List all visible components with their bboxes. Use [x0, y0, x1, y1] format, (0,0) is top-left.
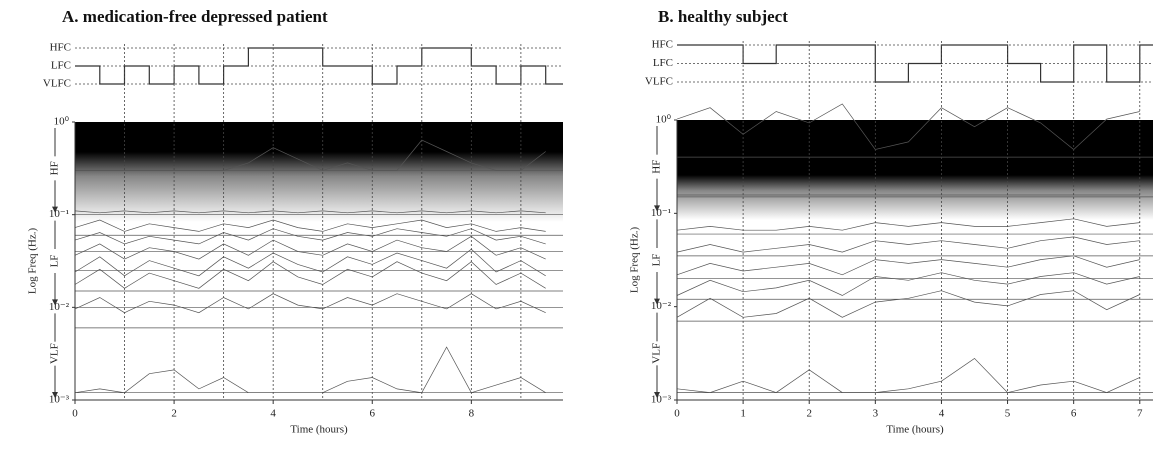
band-arrowhead: [654, 205, 660, 212]
spectral-trace: [676, 103, 1140, 150]
spectral-trace: [676, 290, 1140, 318]
x-tick-label: 0: [674, 408, 680, 420]
hf-fade-region: [677, 175, 1153, 220]
state-tick-label: VLFC: [645, 76, 673, 88]
x-tick-label: 4: [270, 408, 276, 420]
panel-title: B. healthy subject: [658, 7, 788, 26]
y-tick-label: 10⁻¹: [651, 207, 671, 219]
spectral-trace: [74, 248, 546, 277]
band-label: LF: [49, 255, 61, 268]
x-tick-label: 2: [806, 408, 812, 420]
spectral-trace: [74, 261, 546, 289]
spectral-trace: [676, 357, 1140, 393]
spectral-trace: [676, 272, 1140, 296]
band-label: HF: [49, 161, 61, 175]
state-tick-label: HFC: [652, 39, 673, 51]
x-tick-label: 1: [740, 408, 746, 420]
band-label: HF: [651, 160, 663, 174]
state-tick-label: LFC: [51, 60, 71, 72]
spectral-trace: [74, 219, 546, 232]
x-tick-label: 6: [370, 408, 376, 420]
y-tick-label: 10⁰: [656, 114, 672, 126]
x-tick-label: 5: [1005, 408, 1011, 420]
x-tick-label: 2: [171, 408, 177, 420]
band-label: LF: [651, 254, 663, 267]
hf-fade-region: [75, 152, 563, 222]
band-label: VLF: [49, 343, 61, 364]
x-tick-label: 6: [1071, 408, 1077, 420]
band-arrowhead: [654, 298, 660, 305]
band-label-bg: [49, 341, 61, 366]
x-axis-label: Time (hours): [290, 424, 348, 436]
y-tick-label: 10⁻³: [651, 394, 672, 406]
y-tick-label: 10⁻¹: [49, 208, 69, 220]
band-label-bg: [49, 249, 61, 273]
band-arrowhead: [52, 392, 58, 398]
band-arrowhead: [52, 206, 58, 213]
band-label-bg: [651, 248, 663, 272]
spectral-trace: [74, 228, 546, 245]
x-tick-label: 7: [1137, 408, 1143, 420]
spectral-trace: [676, 236, 1140, 253]
spectral-trace: [74, 346, 546, 394]
hf-dense-region: [677, 120, 1153, 175]
spectral-trace: [676, 218, 1140, 231]
band-label-bg: [651, 341, 663, 366]
hf-dense-region: [75, 122, 563, 152]
y-tick-label: 10⁻³: [49, 394, 70, 406]
band-arrowhead: [654, 392, 660, 398]
band-label-bg: [651, 154, 663, 179]
spectral-trace: [74, 210, 546, 214]
spectral-trace: [74, 235, 546, 260]
state-tick-label: LFC: [653, 57, 673, 69]
y-axis-label: Log Freq (Hz.): [27, 228, 39, 295]
x-tick-label: 4: [939, 408, 945, 420]
state-tick-label: VLFC: [43, 78, 71, 90]
y-tick-label: 10⁻²: [651, 300, 672, 312]
x-tick-label: 0: [72, 408, 78, 420]
band-arrowhead: [52, 299, 58, 306]
x-tick-label: 8: [469, 408, 475, 420]
spectral-trace: [74, 293, 546, 314]
band-label-bg: [49, 156, 61, 181]
y-axis-label: Log Freq (Hz.): [629, 227, 641, 294]
y-tick-label: 10⁻²: [49, 301, 70, 313]
spectral-trace: [676, 255, 1140, 276]
y-tick-label: 10⁰: [54, 116, 70, 128]
state-tick-label: HFC: [50, 42, 71, 54]
x-axis-label: Time (hours): [886, 424, 944, 436]
x-tick-label: 3: [873, 408, 879, 420]
panel-title: A. medication-free depressed patient: [62, 7, 328, 26]
band-label: VLF: [651, 343, 663, 364]
